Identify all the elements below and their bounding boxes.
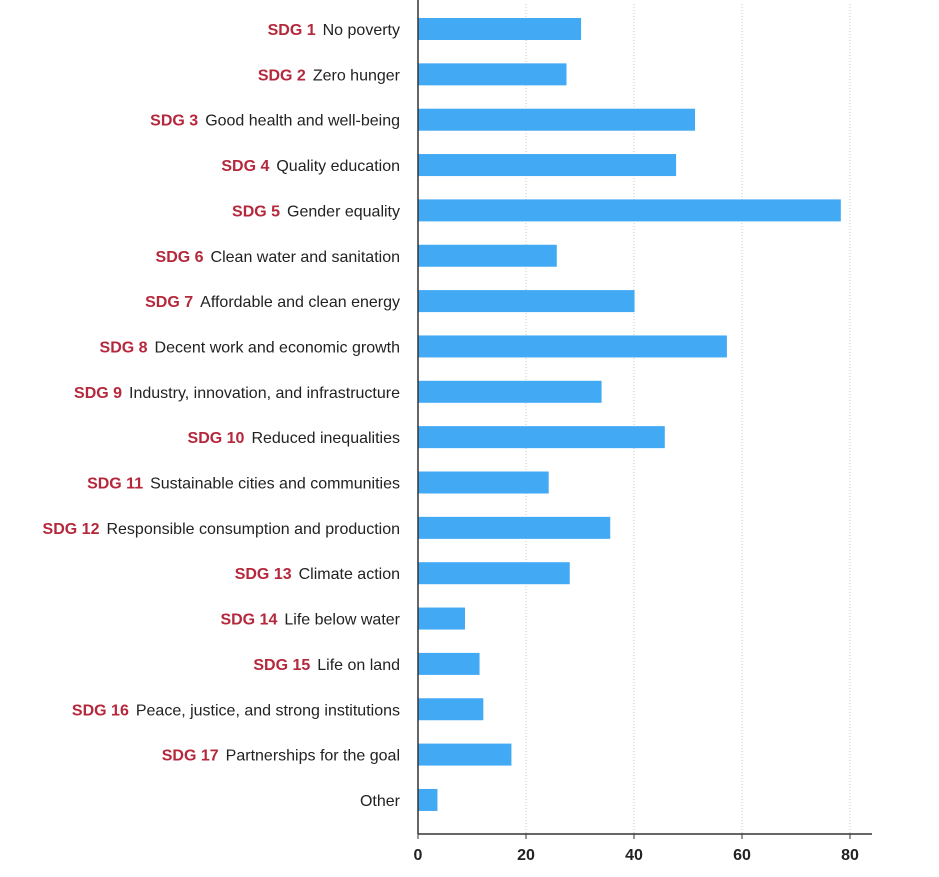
axes: 0 20 40 60 80: [414, 0, 872, 864]
category-label: SDG 5 Gender equality: [232, 203, 400, 220]
sdg-name: No poverty: [323, 22, 400, 39]
x-tick-label: 60: [733, 847, 751, 864]
category-labels: SDG 1 No poverty SDG 2 Zero hunger SDG 3 Good…: [43, 22, 401, 810]
sdg-code: SDG 2: [258, 67, 306, 84]
category-label: SDG 15 Life on land: [253, 657, 400, 674]
sdg-code: SDG 9: [74, 385, 122, 402]
category-label: SDG 9 Industry, innovation, and infrastru…: [74, 385, 400, 402]
sdg-code: SDG 10: [188, 430, 245, 447]
category-label: SDG 12 Responsible consumption and produc…: [43, 521, 400, 538]
sdg-code: SDG 8: [100, 339, 148, 356]
sdg-code: SDG 4: [221, 158, 269, 175]
sdg-name: Responsible consumption and production: [106, 521, 400, 538]
bar: [418, 426, 665, 449]
grid-layer: [525, 4, 851, 834]
sdg-name: Life on land: [317, 657, 400, 674]
sdg-name: Climate action: [299, 566, 400, 583]
sdg-name: Good health and well-being: [205, 113, 400, 130]
sdg-name: Reduced inequalities: [251, 430, 400, 447]
category-label: SDG 17 Partnerships for the goal: [162, 748, 400, 765]
sdg-name: Partnerships for the goal: [226, 748, 400, 765]
bar: [418, 607, 465, 630]
bar: [418, 335, 727, 358]
sdg-code: SDG 6: [156, 249, 204, 266]
bar: [418, 471, 549, 494]
bar: [418, 18, 582, 40]
sdg-code: SDG 13: [235, 566, 292, 583]
bar: [418, 788, 438, 811]
sdg-name: Sustainable cities and communities: [150, 476, 400, 493]
category-label: SDG 13 Climate action: [235, 566, 400, 583]
sdg-name: Zero hunger: [313, 67, 401, 84]
category-label: Other: [360, 793, 401, 810]
bar: [418, 290, 635, 313]
category-label: SDG 4 Quality education: [221, 158, 400, 175]
sdg-name: Clean water and sanitation: [211, 249, 400, 266]
sdg-name: Quality education: [276, 158, 400, 175]
sdg-name: Life below water: [284, 612, 400, 629]
sdg-code: SDG 12: [43, 521, 100, 538]
category-label: SDG 11 Sustainable cities and communities: [87, 476, 400, 493]
bar: [418, 652, 480, 675]
bar: [418, 516, 611, 539]
sdg-code: SDG 16: [72, 702, 129, 719]
sdg-code: SDG 5: [232, 203, 280, 220]
sdg-name: Industry, innovation, and infrastructure: [129, 385, 400, 402]
bar: [418, 743, 512, 766]
x-tick-label: 80: [841, 847, 859, 864]
sdg-name: Affordable and clean energy: [200, 294, 400, 311]
x-tick-label: 20: [517, 847, 535, 864]
bar: [418, 698, 484, 721]
sdg-code: SDG 14: [220, 612, 277, 629]
bar: [418, 244, 557, 267]
sdg-code: SDG 15: [253, 657, 310, 674]
sdg-code: SDG 7: [145, 294, 193, 311]
sdg-code: SDG 11: [87, 476, 143, 493]
bar: [418, 562, 570, 585]
category-label: SDG 1 No poverty: [268, 22, 400, 39]
bar: [418, 154, 677, 177]
bar-layer: [418, 18, 841, 811]
bar: [418, 108, 696, 131]
category-label: SDG 10 Reduced inequalities: [188, 430, 400, 447]
category-label: SDG 16 Peace, justice, and strong institu…: [72, 702, 400, 719]
sdg-name: Gender equality: [287, 203, 400, 220]
bar: [418, 199, 841, 222]
x-tick-label: 40: [625, 847, 643, 864]
category-label: SDG 6 Clean water and sanitation: [156, 249, 400, 266]
category-label: SDG 2 Zero hunger: [258, 67, 401, 84]
sdg-code: SDG 3: [150, 113, 198, 130]
sdg-code: SDG 17: [162, 748, 219, 765]
category-label: SDG 8 Decent work and economic growth: [100, 339, 400, 356]
x-tick-label: 0: [414, 847, 423, 864]
bar: [418, 380, 602, 403]
category-label: SDG 14 Life below water: [220, 612, 400, 629]
sdg-name: Peace, justice, and strong institutions: [136, 702, 400, 719]
category-label: SDG 7 Affordable and clean energy: [145, 294, 400, 311]
sdg-code: SDG 1: [268, 22, 316, 39]
category-label: SDG 3 Good health and well-being: [150, 113, 400, 130]
bar: [418, 63, 567, 86]
sdg-name: Other: [360, 793, 401, 810]
sdg-name: Decent work and economic growth: [155, 339, 400, 356]
